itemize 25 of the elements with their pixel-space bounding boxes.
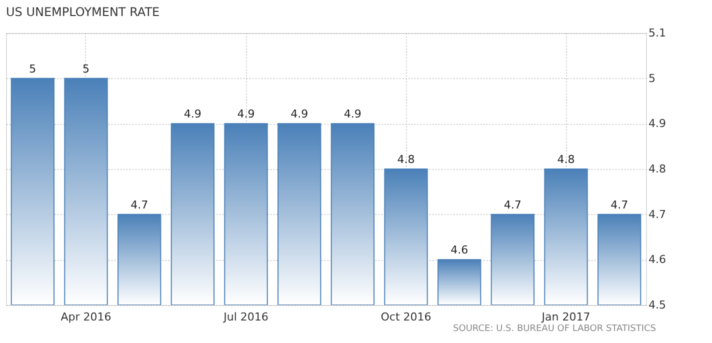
data-label: 4.7	[610, 198, 628, 212]
source-note: SOURCE: U.S. BUREAU OF LABOR STATISTICS	[453, 324, 656, 334]
data-label: 4.9	[184, 108, 202, 121]
data-label: 4.9	[290, 108, 308, 121]
y-tick-label: 4.5	[648, 298, 666, 312]
data-label: 4.8	[397, 153, 415, 166]
data-label: 5	[82, 62, 90, 76]
x-tick-label: Jan 2017	[540, 310, 590, 324]
y-tick-label: 5.1	[648, 26, 666, 40]
data-label: 4.9	[237, 108, 255, 121]
x-tick-label: Oct 2016	[380, 310, 432, 324]
x-tick-label: Jul 2016	[222, 310, 268, 324]
data-label: 4.9	[344, 108, 362, 121]
data-label: 5	[29, 62, 36, 76]
data-label: 4.7	[130, 198, 148, 212]
x-tick-label: Apr 2016	[60, 310, 112, 324]
y-tick-label: 4.8	[648, 162, 666, 176]
data-label: 4.6	[450, 244, 468, 257]
data-label: 4.8	[557, 153, 575, 166]
chart-title: US UNEMPLOYMENT RATE	[6, 5, 160, 19]
y-tick-label: 5	[648, 72, 656, 85]
data-label: 4.7	[504, 198, 522, 212]
y-tick-label: 4.7	[648, 208, 666, 221]
y-tick-label: 4.9	[648, 117, 666, 130]
y-tick-label: 4.6	[648, 253, 666, 266]
